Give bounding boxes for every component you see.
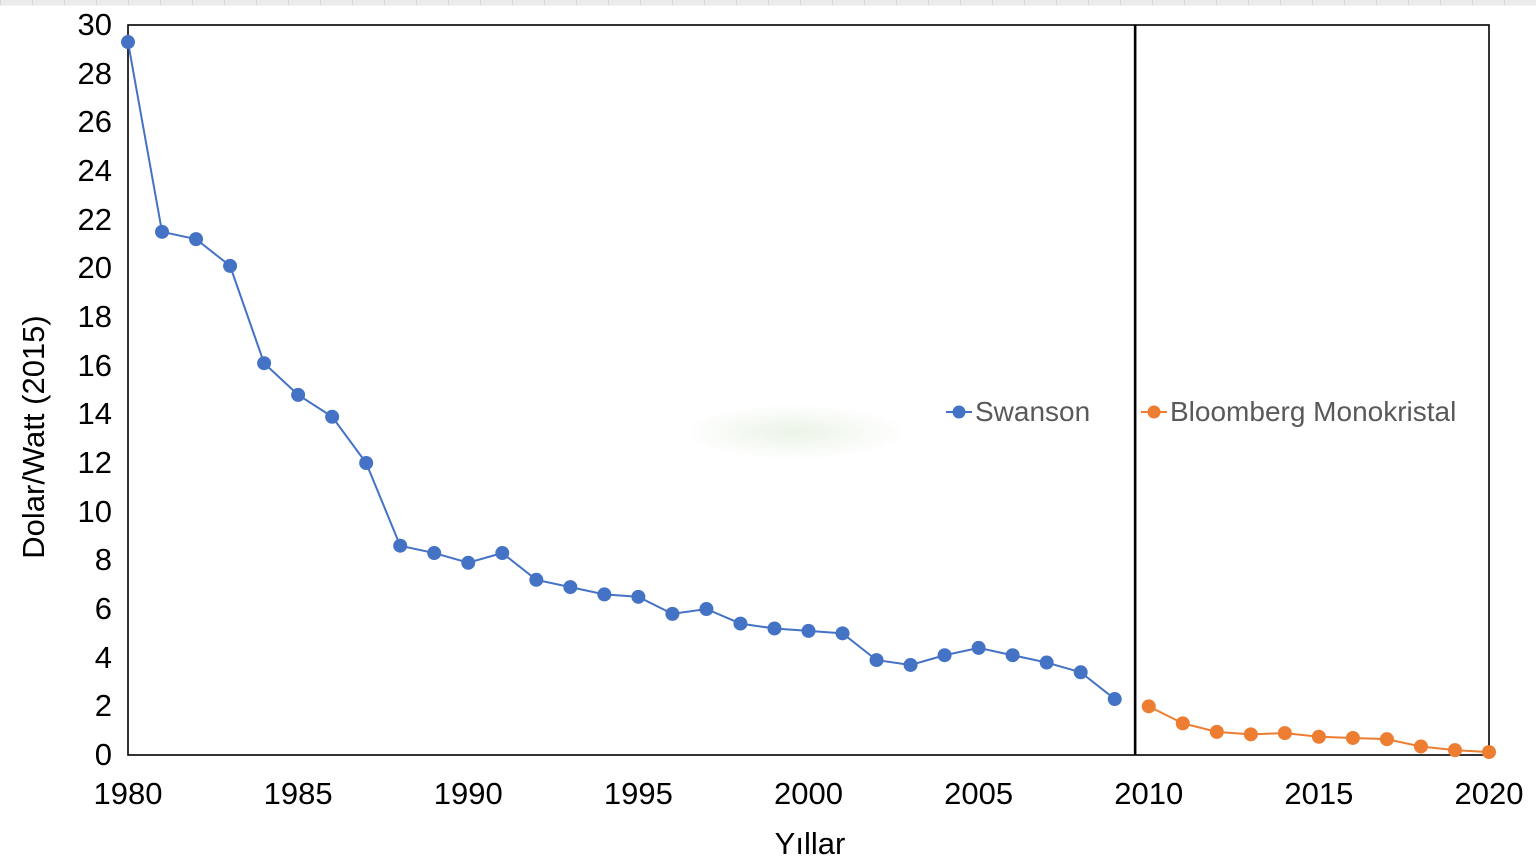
plot-border [127, 24, 1490, 756]
data-point-swanson [767, 621, 782, 636]
data-point-swanson [733, 616, 748, 631]
y-tick-label: 18 [77, 299, 112, 334]
series-line-bloomberg-monokristal [1148, 705, 1490, 754]
data-point-swanson [359, 456, 374, 470]
y-tick-label: 12 [77, 445, 112, 480]
data-point-swanson [1073, 665, 1088, 680]
y-tick-label: 16 [77, 347, 112, 383]
data-point-swanson [835, 626, 850, 641]
data-point-swanson [903, 657, 918, 672]
x-tick-label: 2000 [774, 776, 843, 811]
legend-marker-swanson-icon [946, 404, 972, 420]
data-point-swanson [393, 538, 408, 553]
data-point-swanson [529, 572, 544, 587]
data-point-bloomberg-monokristal [1379, 732, 1394, 747]
data-point-bloomberg-monokristal [1141, 699, 1156, 714]
y-tick-label: 2 [94, 688, 112, 724]
data-point-swanson [121, 35, 135, 50]
y-tick-label: 4 [94, 639, 112, 675]
data-point-swanson [1107, 692, 1122, 707]
y-tick-label: 24 [77, 153, 112, 188]
y-tick-label: 28 [77, 55, 112, 91]
x-tick-label: 2010 [1114, 776, 1184, 811]
data-point-swanson [495, 546, 510, 561]
data-point-swanson [869, 653, 884, 668]
data-point-swanson [189, 232, 204, 247]
data-point-bloomberg-monokristal [1447, 743, 1462, 758]
data-point-bloomberg-monokristal [1277, 726, 1292, 741]
data-point-swanson [155, 224, 170, 239]
data-point-swanson [325, 409, 340, 424]
data-point-bloomberg-monokristal [1413, 739, 1428, 754]
data-point-swanson [257, 356, 272, 371]
data-point-swanson [801, 623, 816, 638]
y-tick-label: 10 [77, 493, 112, 529]
y-tick-label: 26 [77, 104, 112, 140]
legend-item-swanson: Swanson [946, 396, 1091, 427]
legend-item-bloomberg: Bloomberg Monokristal [1141, 396, 1457, 427]
data-point-swanson [461, 555, 476, 570]
data-point-swanson [291, 387, 306, 402]
x-tick-label: 2015 [1284, 776, 1354, 811]
x-tick-label: 1985 [263, 776, 333, 811]
data-point-swanson [1039, 655, 1054, 670]
legend-label-swanson: Swanson [975, 396, 1091, 427]
data-point-bloomberg-monokristal [1311, 729, 1326, 744]
data-point-swanson [563, 580, 578, 595]
data-point-swanson [223, 258, 238, 273]
data-point-bloomberg-monokristal [1175, 716, 1190, 731]
x-tick-label: 2005 [944, 776, 1014, 811]
x-tick-label: 1995 [603, 776, 673, 811]
x-tick-label: 1990 [433, 776, 503, 811]
y-tick-label: 14 [77, 396, 112, 432]
y-tick-label: 6 [94, 591, 112, 626]
data-point-bloomberg-monokristal [1482, 745, 1496, 760]
data-point-bloomberg-monokristal [1243, 727, 1258, 742]
x-tick-label: 2020 [1454, 776, 1524, 811]
x-axis-title: Yıllar [774, 826, 846, 861]
data-point-swanson [665, 606, 680, 621]
x-tick-label: 1980 [93, 776, 163, 811]
data-point-swanson [937, 648, 952, 663]
data-point-swanson [597, 587, 612, 602]
series-line-swanson [127, 41, 1116, 700]
y-tick-label: 0 [94, 737, 112, 772]
data-point-bloomberg-monokristal [1345, 730, 1360, 745]
data-point-bloomberg-monokristal [1209, 724, 1224, 739]
data-point-swanson [631, 589, 646, 604]
y-tick-label: 22 [77, 201, 112, 237]
y-tick-label: 20 [77, 250, 112, 286]
data-point-swanson [427, 546, 442, 561]
legend-label-bloomberg: Bloomberg Monokristal [1170, 396, 1457, 427]
y-tick-label: 8 [94, 542, 112, 578]
window-edge-strip [0, 0, 1536, 6]
data-point-swanson [971, 640, 986, 655]
data-point-swanson [1005, 648, 1020, 663]
y-tick-label: 30 [77, 7, 112, 42]
data-point-swanson [699, 602, 714, 616]
legend-marker-bloomberg-icon [1141, 404, 1167, 420]
